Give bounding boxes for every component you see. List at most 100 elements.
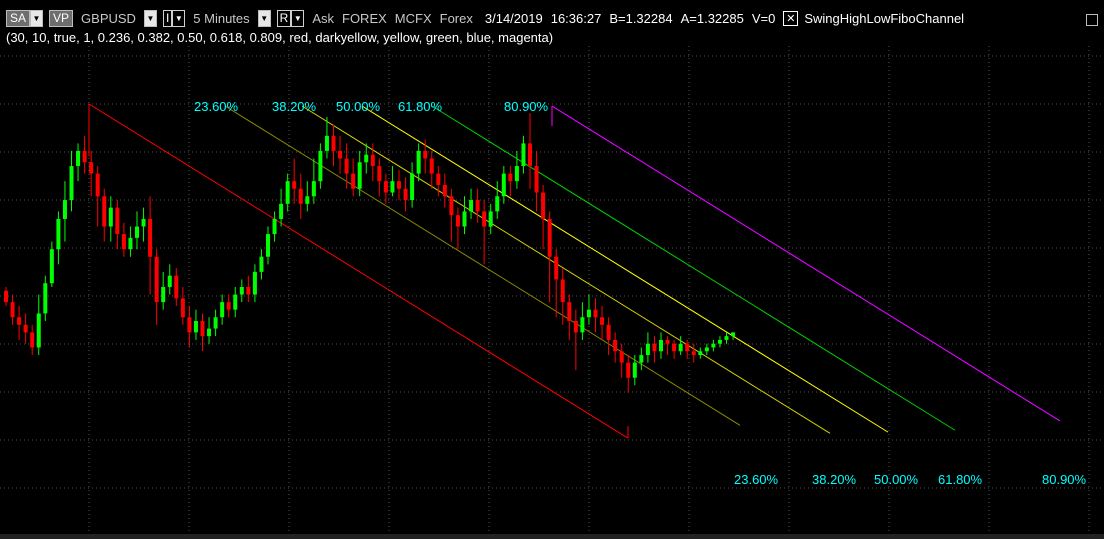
- candle-up: [272, 218, 277, 235]
- candle-up: [488, 211, 493, 227]
- candle-down: [95, 173, 100, 197]
- vp-button[interactable]: VP: [49, 9, 74, 27]
- chart-grid: [0, 46, 1104, 534]
- candle-up: [632, 362, 637, 378]
- candle-down: [23, 324, 28, 333]
- candle-down: [528, 143, 532, 167]
- candle-down: [606, 324, 611, 340]
- candle-down: [442, 184, 447, 197]
- candle-down: [246, 287, 251, 295]
- ask-label: A=1.32285: [680, 10, 744, 26]
- candle-up: [704, 347, 709, 352]
- candle-up: [410, 173, 415, 201]
- candle-up: [717, 339, 722, 344]
- candle-down: [292, 181, 297, 189]
- candle-up: [659, 339, 663, 352]
- symbol-label[interactable]: GBPUSD: [81, 10, 136, 26]
- fibo-line: [431, 105, 956, 431]
- fibo-label-top: 80.90%: [504, 99, 549, 114]
- candle-up: [141, 218, 146, 227]
- candle-down: [298, 188, 303, 204]
- candle-down: [344, 158, 349, 174]
- candle-down: [370, 154, 375, 167]
- candle-down: [619, 351, 624, 363]
- candle-up: [324, 135, 329, 151]
- candle-up: [135, 226, 139, 238]
- fibo-label-bottom: 80.90%: [1042, 472, 1087, 487]
- i-button[interactable]: I: [162, 9, 173, 27]
- symbol-dropdown-arrow[interactable]: ▼: [143, 9, 157, 27]
- candle-down: [403, 188, 408, 201]
- close-study-icon[interactable]: ✕: [783, 10, 799, 26]
- candle-up: [69, 166, 74, 201]
- candle-up: [678, 343, 683, 352]
- interval-label[interactable]: 5 Minutes: [193, 10, 250, 26]
- side-label: Ask: [312, 10, 334, 26]
- candle-down: [397, 181, 401, 189]
- candle-up: [580, 317, 585, 333]
- r-dropdown-arrow[interactable]: ▼: [291, 9, 305, 27]
- candle-down: [455, 215, 460, 227]
- candle-down: [626, 362, 631, 378]
- fibo-line: [301, 105, 831, 434]
- volume-label: V=0: [751, 10, 776, 26]
- candle-down: [567, 302, 572, 322]
- sa-dropdown-arrow[interactable]: ▼: [30, 9, 44, 27]
- interval-dropdown-arrow[interactable]: ▼: [257, 9, 271, 27]
- candle-down: [665, 339, 670, 344]
- candle-up: [76, 150, 81, 167]
- candle-down: [449, 196, 454, 216]
- candle-up: [36, 313, 41, 348]
- date-label: 3/14/2019: [484, 10, 543, 26]
- candle-down: [423, 150, 428, 159]
- candle-up: [239, 287, 244, 295]
- candle-down: [482, 211, 487, 227]
- candle-up: [161, 287, 166, 303]
- candle-down: [351, 173, 356, 189]
- study-name-label: SwingHighLowFiboChannel: [804, 10, 965, 26]
- horizontal-scrollbar[interactable]: [0, 534, 1104, 539]
- candle-up: [711, 343, 716, 348]
- candle-up: [469, 200, 474, 212]
- candle-up: [279, 203, 284, 219]
- candle-up: [357, 162, 362, 189]
- i-dropdown-arrow[interactable]: ▼: [172, 9, 186, 27]
- candle-up: [390, 181, 395, 193]
- candle-up: [698, 351, 703, 356]
- candle-down: [338, 150, 343, 159]
- chart-header: SA ▼ VP GBPUSD ▼ I ▼ 5 Minutes ▼ R ▼ Ask FO…: [0, 0, 1104, 46]
- header-toolbar: SA ▼ VP GBPUSD ▼ I ▼ 5 Minutes ▼ R ▼ Ask FO…: [6, 9, 972, 27]
- candle-up: [252, 271, 257, 295]
- fibo-label-bottom: 38.20%: [812, 472, 857, 487]
- candle-down: [89, 162, 94, 174]
- candle-up: [259, 256, 264, 272]
- candle-up: [167, 275, 172, 287]
- candle-down: [383, 181, 388, 193]
- fibo-label-bottom: 23.60%: [734, 472, 779, 487]
- candle-down: [4, 290, 8, 303]
- asset-class-label: Forex: [439, 10, 473, 26]
- candle-up: [220, 302, 225, 318]
- fibo-label-bottom: 50.00%: [874, 472, 919, 487]
- fibo-label-top: 61.80%: [398, 99, 443, 114]
- candle-down: [17, 317, 22, 325]
- fibo-line: [224, 105, 741, 426]
- r-button[interactable]: R: [276, 9, 292, 27]
- candle-up: [514, 166, 519, 182]
- candle-down: [547, 218, 552, 257]
- candle-up: [56, 218, 61, 250]
- candle-down: [613, 339, 618, 352]
- candle-down: [541, 192, 546, 219]
- candle-up: [521, 143, 526, 167]
- bid-label: B=1.32284: [609, 10, 673, 26]
- candle-down: [475, 200, 480, 212]
- candle-up: [731, 332, 736, 337]
- fibo-label-top: 50.00%: [336, 99, 381, 114]
- candle-down: [560, 279, 565, 303]
- candle-up: [645, 343, 650, 356]
- candle-up: [108, 207, 113, 227]
- sa-button[interactable]: SA: [6, 9, 31, 27]
- window-corner-icon[interactable]: [1086, 14, 1098, 26]
- fibo-channel: [88, 103, 1061, 439]
- price-chart[interactable]: 23.60% 23.60% 38.20% 38.20% 50.00% 50.00% 61.8…: [0, 46, 1104, 534]
